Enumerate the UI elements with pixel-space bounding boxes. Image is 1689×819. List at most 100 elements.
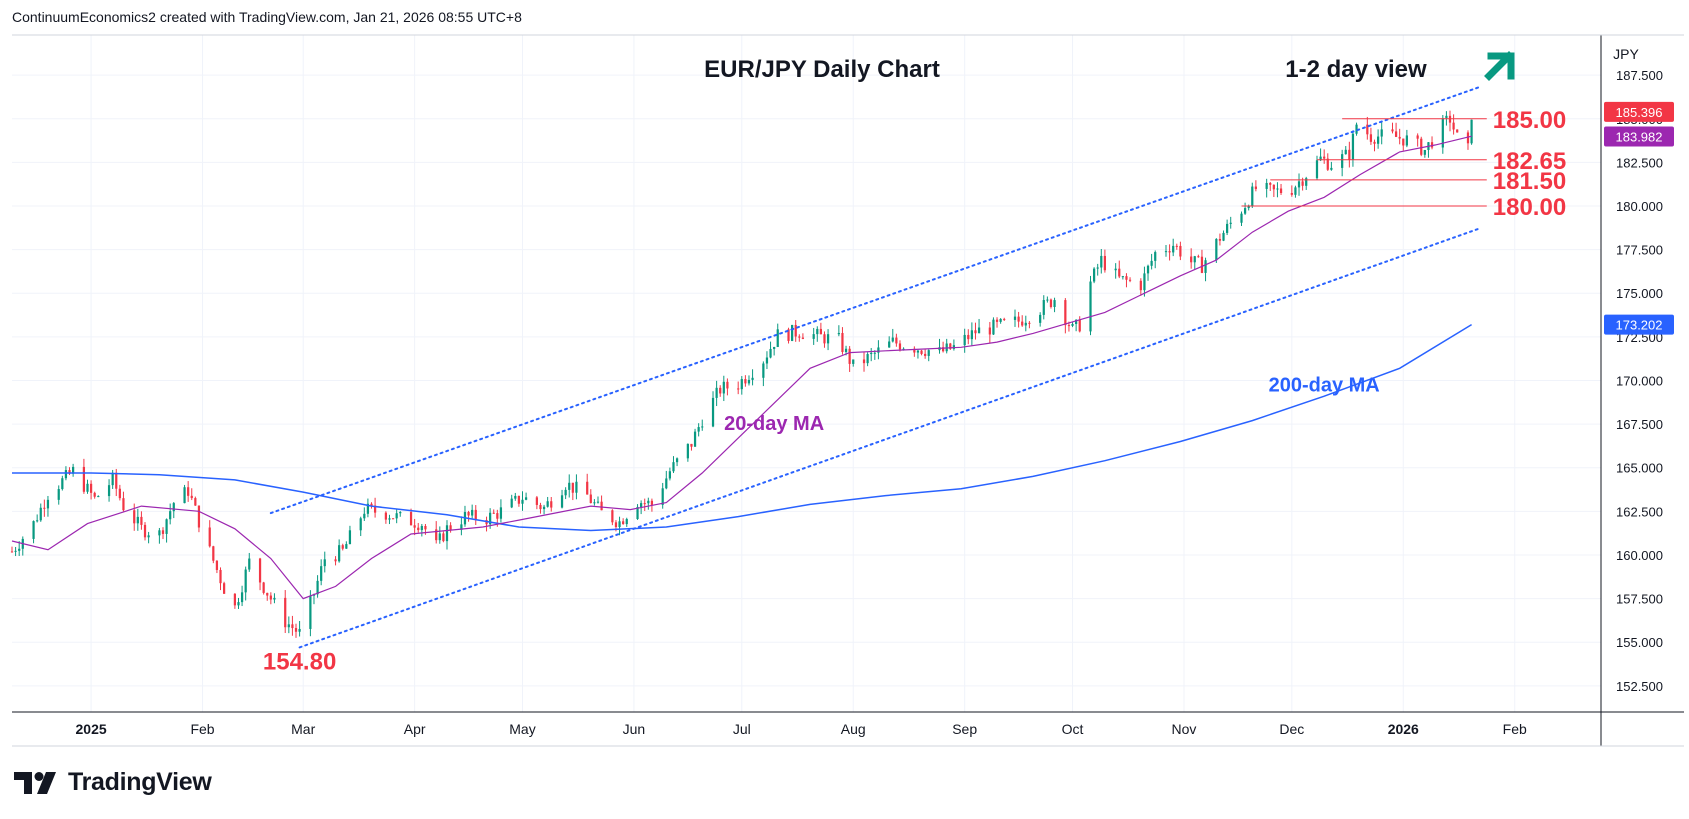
candle-body bbox=[977, 327, 981, 334]
candle-body bbox=[115, 472, 118, 489]
candle-body bbox=[618, 521, 621, 528]
candle-body bbox=[819, 328, 822, 335]
candle-body bbox=[988, 327, 991, 335]
candle-body bbox=[801, 337, 805, 339]
candle-body bbox=[323, 559, 326, 567]
candle-body bbox=[1348, 149, 1351, 160]
candle-body bbox=[474, 509, 477, 521]
candle-body bbox=[316, 580, 319, 595]
candle-body bbox=[672, 462, 675, 472]
tradingview-logo[interactable]: TradingView bbox=[14, 768, 212, 797]
candle-body bbox=[215, 560, 219, 570]
candle-body bbox=[510, 498, 513, 508]
candle-body bbox=[399, 512, 402, 514]
candle-body bbox=[172, 503, 175, 512]
chart-attribution: ContinuumEconomics2 created with Trading… bbox=[12, 9, 522, 25]
candle-body bbox=[1344, 149, 1347, 155]
candle-body bbox=[442, 533, 445, 542]
candle-body bbox=[1376, 136, 1380, 144]
candle-body bbox=[1118, 268, 1121, 277]
candle-body bbox=[240, 592, 244, 603]
candle-body bbox=[1193, 256, 1196, 263]
candle-body bbox=[1279, 188, 1283, 193]
candle-body bbox=[363, 513, 366, 519]
candle-body bbox=[1254, 186, 1257, 189]
candle-body bbox=[837, 332, 840, 335]
candle-body bbox=[661, 488, 664, 505]
candle-body bbox=[1125, 276, 1128, 280]
candle-body bbox=[640, 503, 643, 507]
candle-body bbox=[1394, 131, 1398, 137]
price-tick-label: 155.000 bbox=[1616, 635, 1663, 650]
level-label: 182.65 bbox=[1493, 148, 1566, 175]
candle-body bbox=[1398, 136, 1401, 139]
candle-body bbox=[1319, 156, 1322, 161]
candle-body bbox=[1420, 138, 1423, 155]
candle-body bbox=[89, 483, 93, 493]
candle-body bbox=[963, 334, 966, 346]
candle-body bbox=[596, 501, 600, 503]
candle-body bbox=[870, 352, 873, 355]
candle-body bbox=[32, 521, 35, 539]
candle-body bbox=[1441, 118, 1444, 148]
candle-body bbox=[722, 381, 725, 394]
candle-body bbox=[877, 347, 880, 353]
price-badge-label: 173.202 bbox=[1616, 318, 1663, 333]
candle-body bbox=[1024, 322, 1027, 326]
candle-body bbox=[798, 336, 801, 338]
candle-body bbox=[744, 379, 747, 384]
price-axis[interactable]: 187.500185.000182.500180.000177.500175.0… bbox=[1604, 68, 1674, 694]
time-tick-label: Feb bbox=[190, 721, 214, 737]
candle-body bbox=[611, 510, 614, 523]
candle-body bbox=[920, 350, 923, 354]
candle-body bbox=[762, 363, 765, 378]
price-tick-label: 177.500 bbox=[1616, 243, 1663, 258]
candle-body bbox=[1168, 251, 1171, 253]
price-badge bbox=[1604, 314, 1674, 335]
candle-body bbox=[1290, 192, 1293, 195]
candle-body bbox=[61, 478, 64, 490]
candle-body bbox=[636, 506, 639, 520]
candle-body bbox=[1092, 268, 1096, 282]
candle-body bbox=[1416, 135, 1419, 139]
candle-body bbox=[891, 337, 894, 342]
price-tick-label: 180.000 bbox=[1616, 199, 1663, 214]
price-tick-label: 187.500 bbox=[1616, 68, 1663, 83]
candle-body bbox=[586, 481, 589, 495]
level-label: 185.00 bbox=[1493, 107, 1566, 134]
candle-body bbox=[43, 507, 46, 509]
candle-body bbox=[107, 485, 111, 497]
candle-body bbox=[471, 509, 474, 516]
candle-body bbox=[539, 504, 542, 510]
candle-body bbox=[665, 478, 668, 489]
candle-body bbox=[1305, 178, 1308, 186]
candle-body bbox=[93, 492, 96, 497]
candle-body bbox=[1049, 299, 1053, 307]
candle-body bbox=[995, 319, 999, 322]
candle-body bbox=[1226, 223, 1229, 233]
candle-body bbox=[309, 595, 312, 629]
candle-body bbox=[222, 583, 226, 594]
candle-body bbox=[1423, 150, 1426, 155]
candle-body bbox=[1197, 256, 1200, 258]
candle-body bbox=[816, 328, 819, 335]
candle-body bbox=[1175, 245, 1178, 247]
candle-body bbox=[133, 510, 136, 524]
candle-body bbox=[169, 511, 172, 520]
level-label: 181.50 bbox=[1493, 168, 1566, 195]
candle-body bbox=[1021, 321, 1024, 326]
candle-body bbox=[1172, 245, 1175, 253]
candle-body bbox=[197, 505, 201, 528]
candle-body bbox=[287, 624, 290, 628]
candle-body bbox=[560, 495, 564, 508]
ma200-label: 200-day MA bbox=[1269, 375, 1380, 397]
up-arrow-icon bbox=[1484, 51, 1515, 81]
candle-body bbox=[575, 481, 578, 493]
candle-body bbox=[36, 520, 39, 522]
candle-body bbox=[122, 498, 125, 511]
time-axis[interactable]: 2025 Feb Mar Apr May Jun Jul Aug Sep Oct Nov Dec 202… bbox=[76, 721, 1527, 737]
candle-body bbox=[165, 519, 168, 534]
candle-body bbox=[284, 597, 287, 628]
